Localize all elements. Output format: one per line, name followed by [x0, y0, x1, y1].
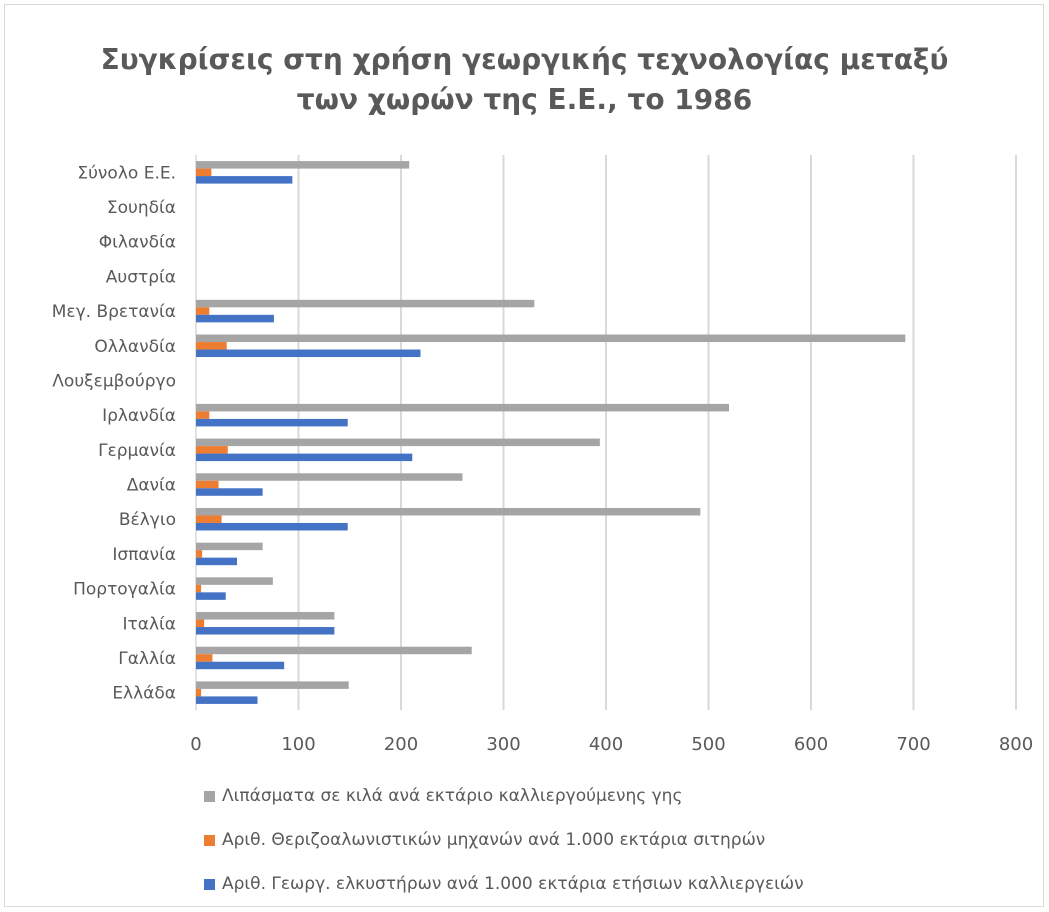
x-tick-label: 400: [589, 734, 623, 755]
legend-item: Αριθ. Θεριζοαλωνιστικών μηχανών ανά 1.00…: [204, 830, 765, 850]
category-label: Ελλάδα: [112, 684, 176, 704]
bar: [196, 507, 701, 516]
category-label: Δανία: [127, 476, 176, 496]
bar: [196, 453, 413, 462]
bar: [196, 314, 274, 323]
chart-title: Συγκρίσεις στη χρήση γεωργικής τεχνολογί…: [0, 40, 1049, 120]
bar: [196, 411, 210, 419]
chart-title-line-1: Συγκρίσεις στη χρήση γεωργικής τεχνολογί…: [100, 43, 949, 76]
bar: [196, 480, 219, 489]
x-tick-label: 800: [999, 734, 1033, 755]
x-tick-label: 300: [486, 734, 520, 755]
bar: [196, 542, 263, 551]
category-label: Αυστρία: [106, 267, 176, 287]
category-label: Γαλλία: [118, 649, 176, 669]
bar: [196, 688, 202, 697]
category-label: Σουηδία: [107, 198, 176, 218]
category-label: Λουξεμβούργο: [52, 371, 176, 391]
bar: [196, 612, 335, 620]
bar: [196, 334, 906, 343]
category-label: Γερμανία: [98, 441, 176, 461]
bar: [196, 515, 222, 523]
category-label: Φιλανδία: [99, 233, 176, 253]
legend-swatch: [204, 790, 215, 802]
bar: [196, 349, 421, 358]
category-label: Σύνολο Ε.Ε.: [77, 163, 176, 183]
bar: [196, 488, 263, 496]
x-tick-label: 600: [794, 734, 828, 755]
bar: [196, 661, 285, 670]
bar: [196, 654, 213, 662]
bar: [196, 473, 463, 481]
bar: [196, 646, 472, 655]
legend-item: Αριθ. Γεωργ. ελκυστήρων ανά 1.000 εκτάρι…: [204, 874, 804, 894]
bar: [196, 592, 226, 600]
category-label: Βέλγιο: [119, 510, 176, 530]
legend-label: Λιπάσματα σε κιλά ανά εκτάριο καλλιεργού…: [222, 786, 683, 806]
category-label: Ιταλία: [123, 614, 176, 634]
bar: [196, 627, 335, 635]
x-tick-label: 200: [384, 734, 418, 755]
category-label: Μεγ. Βρετανία: [52, 302, 176, 322]
x-tick-label: 100: [281, 734, 315, 755]
bar: [196, 522, 348, 531]
bar: [196, 307, 210, 315]
bar: [196, 438, 600, 447]
bar: [196, 176, 293, 184]
bar: [196, 403, 729, 412]
legend-label: Αριθ. Θεριζοαλωνιστικών μηχανών ανά 1.00…: [222, 830, 766, 850]
bar: [196, 161, 410, 169]
legend-label: Αριθ. Γεωργ. ελκυστήρων ανά 1.000 εκτάρι…: [222, 874, 804, 894]
category-label: Ισπανία: [112, 545, 176, 565]
bar: [196, 418, 348, 427]
bar: [196, 550, 203, 558]
bar: [196, 681, 349, 689]
x-tick-label: 500: [691, 734, 725, 755]
category-label: Ολλανδία: [94, 337, 176, 357]
bar: [196, 619, 205, 628]
bar: [196, 696, 258, 704]
chart-frame: [4, 4, 1044, 907]
chart-title-line-2: των χωρών της Ε.Ε., το 1986: [296, 83, 753, 116]
category-label: Πορτογαλία: [73, 580, 176, 600]
bar: [196, 584, 202, 593]
x-tick-label: 700: [896, 734, 930, 755]
legend-swatch: [204, 834, 215, 846]
bar: [196, 577, 273, 585]
legend-item: Λιπάσματα σε κιλά ανά εκτάριο καλλιεργού…: [204, 786, 682, 806]
x-tick-label: 0: [190, 734, 201, 755]
category-label: Ιρλανδία: [102, 406, 176, 426]
bar: [196, 342, 227, 350]
legend-swatch: [204, 878, 215, 890]
bar: [196, 557, 237, 566]
bar: [196, 168, 212, 177]
bar: [196, 299, 535, 308]
bar: [196, 446, 228, 454]
